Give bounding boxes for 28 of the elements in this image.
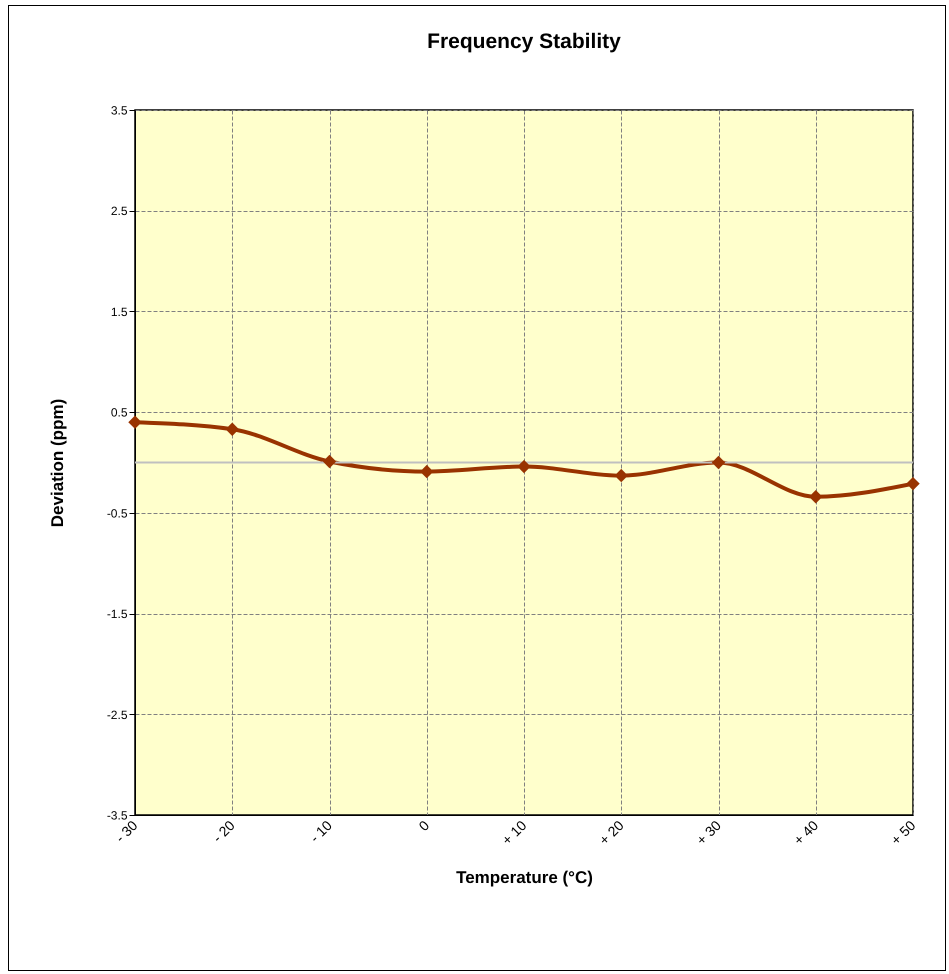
point — [906, 476, 920, 490]
point — [322, 454, 336, 468]
y-tick-label: -0.5 — [106, 506, 128, 520]
point — [517, 460, 531, 474]
point — [712, 456, 726, 470]
x-tick-label: + 30 — [693, 816, 724, 848]
y-tick-label: 1.5 — [110, 304, 128, 319]
x-tick-label: + 20 — [596, 816, 627, 848]
x-tick-label: - 20 — [209, 816, 238, 846]
point — [614, 468, 628, 482]
y-tick-label: -2.5 — [106, 708, 128, 722]
y-tick-label: -3.5 — [106, 808, 128, 822]
y-tick-label: 3.5 — [110, 104, 128, 118]
chart-title: Frequency Stability — [427, 30, 622, 53]
x-tick-label: + 50 — [888, 816, 919, 848]
point — [809, 490, 822, 504]
y-axis-title: Deviation (ppm) — [48, 398, 67, 528]
point — [420, 464, 434, 478]
x-tick-label: - 10 — [306, 816, 336, 846]
point — [226, 422, 239, 436]
y-tick-label: -1.5 — [106, 607, 128, 622]
x-tick-label: + 40 — [790, 816, 822, 848]
x-tick-label: 0 — [415, 816, 432, 834]
x-axis-title: Temperature (°C) — [456, 868, 593, 887]
y-tick-label: 2.5 — [110, 204, 128, 218]
x-tick-label: + 10 — [498, 816, 530, 848]
y-tick-label: 0.5 — [110, 406, 128, 420]
point — [128, 416, 142, 429]
